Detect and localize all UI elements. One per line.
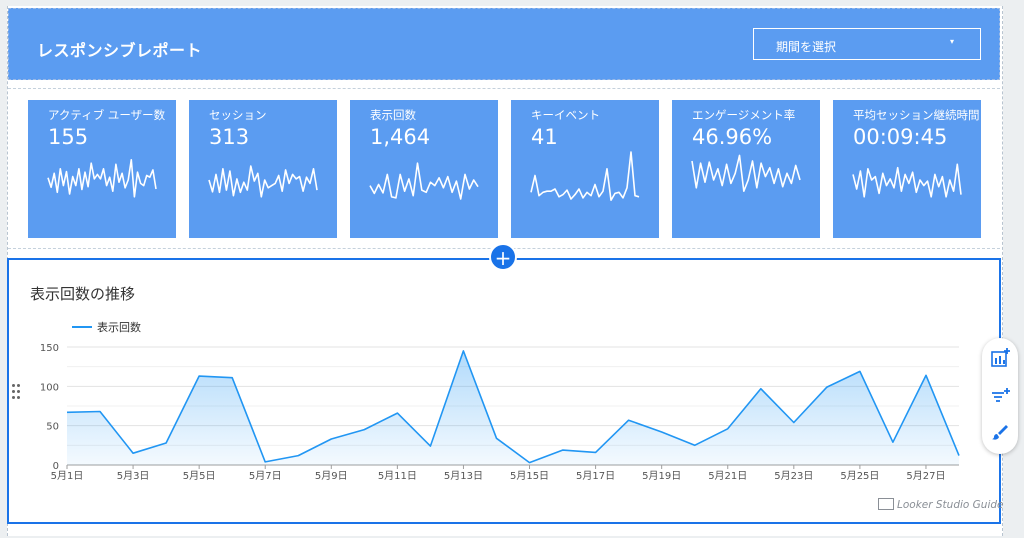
report-header: レスポンシブレポート 期間を選択 ▾ — [8, 8, 1000, 80]
kpi-value: 313 — [209, 125, 250, 149]
kpi-sparkline — [691, 154, 801, 192]
chart-panel[interactable] — [7, 258, 1001, 524]
watermark-text: Looker Studio Guide — [897, 499, 1004, 511]
kpi-sparkline — [852, 163, 962, 198]
chart-title: 表示回数の推移 — [30, 285, 136, 303]
add-chart-icon[interactable] — [988, 346, 1012, 370]
kpi-label: アクティブ ユーザー数 — [48, 108, 166, 122]
kpi-value: 46.96% — [692, 125, 773, 149]
watermark: Looker Studio Guide — [878, 498, 1004, 511]
kpi-value: 00:09:45 — [853, 125, 948, 149]
report-title: レスポンシブレポート — [37, 41, 203, 60]
sparkline-path — [208, 165, 318, 198]
side-toolbar — [982, 338, 1018, 454]
add-filter-icon[interactable] — [988, 384, 1012, 408]
kpi-label: キーイベント — [531, 108, 600, 122]
kpi-card[interactable]: アクティブ ユーザー数 155 — [28, 100, 176, 238]
kpi-sparkline — [369, 162, 479, 200]
sparkline-path — [530, 151, 640, 201]
drag-handle-icon[interactable] — [12, 384, 22, 404]
sparkline-path — [852, 163, 962, 198]
chart-logo-icon — [878, 498, 894, 510]
kpi-card[interactable]: エンゲージメント率 46.96% — [672, 100, 820, 238]
kpi-sparkline — [208, 165, 318, 198]
style-brush-icon[interactable] — [988, 420, 1012, 444]
date-range-selector[interactable]: 期間を選択 ▾ — [753, 28, 981, 60]
kpi-card[interactable]: 表示回数 1,464 — [350, 100, 498, 238]
kpi-value: 1,464 — [370, 125, 431, 149]
kpi-label: セッション — [209, 108, 267, 122]
kpi-sparkline — [530, 151, 640, 201]
kpi-value: 155 — [48, 125, 89, 149]
sparkline-path — [691, 154, 801, 192]
kpi-label: 表示回数 — [370, 108, 416, 122]
kpi-card[interactable]: セッション 313 — [189, 100, 337, 238]
date-range-label: 期間を選択 — [776, 40, 837, 54]
kpi-label: エンゲージメント率 — [692, 108, 796, 122]
section-divider — [8, 88, 1000, 89]
kpi-card[interactable]: キーイベント 41 — [511, 100, 659, 238]
kpi-sparkline — [47, 158, 157, 198]
kpi-card[interactable]: 平均セッション継続時間 00:09:45 — [833, 100, 981, 238]
add-section-button[interactable]: + — [489, 243, 517, 271]
sparkline-path — [369, 162, 479, 200]
sparkline-path — [47, 158, 157, 198]
kpi-label: 平均セッション継続時間 — [853, 108, 980, 122]
kpi-value: 41 — [531, 125, 558, 149]
chevron-down-icon: ▾ — [949, 37, 954, 46]
